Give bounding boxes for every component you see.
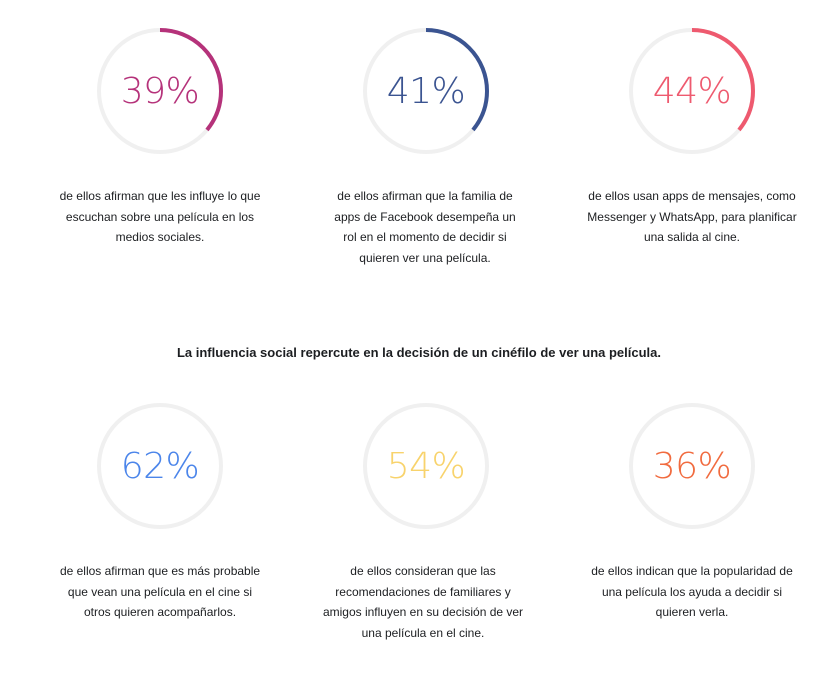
section-headline: La influencia social repercute en la dec… (176, 345, 662, 360)
progress-ring (97, 28, 223, 154)
stat-percentage: 54% (386, 445, 466, 487)
stat-percentage: 44% (652, 70, 732, 112)
stat-percentage: 39% (120, 70, 200, 112)
progress-ring (363, 403, 489, 529)
stat-ring-5: 54% (362, 402, 490, 530)
stat-description: de ellos indican que la popularidad de u… (591, 564, 793, 619)
stat-percentage: 62% (120, 445, 200, 487)
stat-description: de ellos afirman que la familia de apps … (334, 189, 516, 265)
stat-ring-6: 36% (628, 402, 756, 530)
stat-percentage: 41% (386, 70, 466, 112)
stat-percentage: 36% (652, 445, 732, 487)
stat-description: de ellos usan apps de mensajes, como Mes… (587, 189, 797, 244)
stat-ring-2: 41% (362, 27, 490, 155)
stat-description: de ellos consideran que las recomendacio… (322, 564, 524, 640)
stat-ring-1: 39% (96, 27, 224, 155)
progress-ring (629, 403, 755, 529)
progress-ring (363, 28, 489, 154)
progress-ring (97, 403, 223, 529)
stat-description: de ellos afirman que es más probable que… (59, 564, 261, 619)
stat-ring-3: 44% (628, 27, 756, 155)
stat-description: de ellos afirman que les influye lo que … (59, 189, 261, 244)
stat-ring-4: 62% (96, 402, 224, 530)
progress-ring (629, 28, 755, 154)
